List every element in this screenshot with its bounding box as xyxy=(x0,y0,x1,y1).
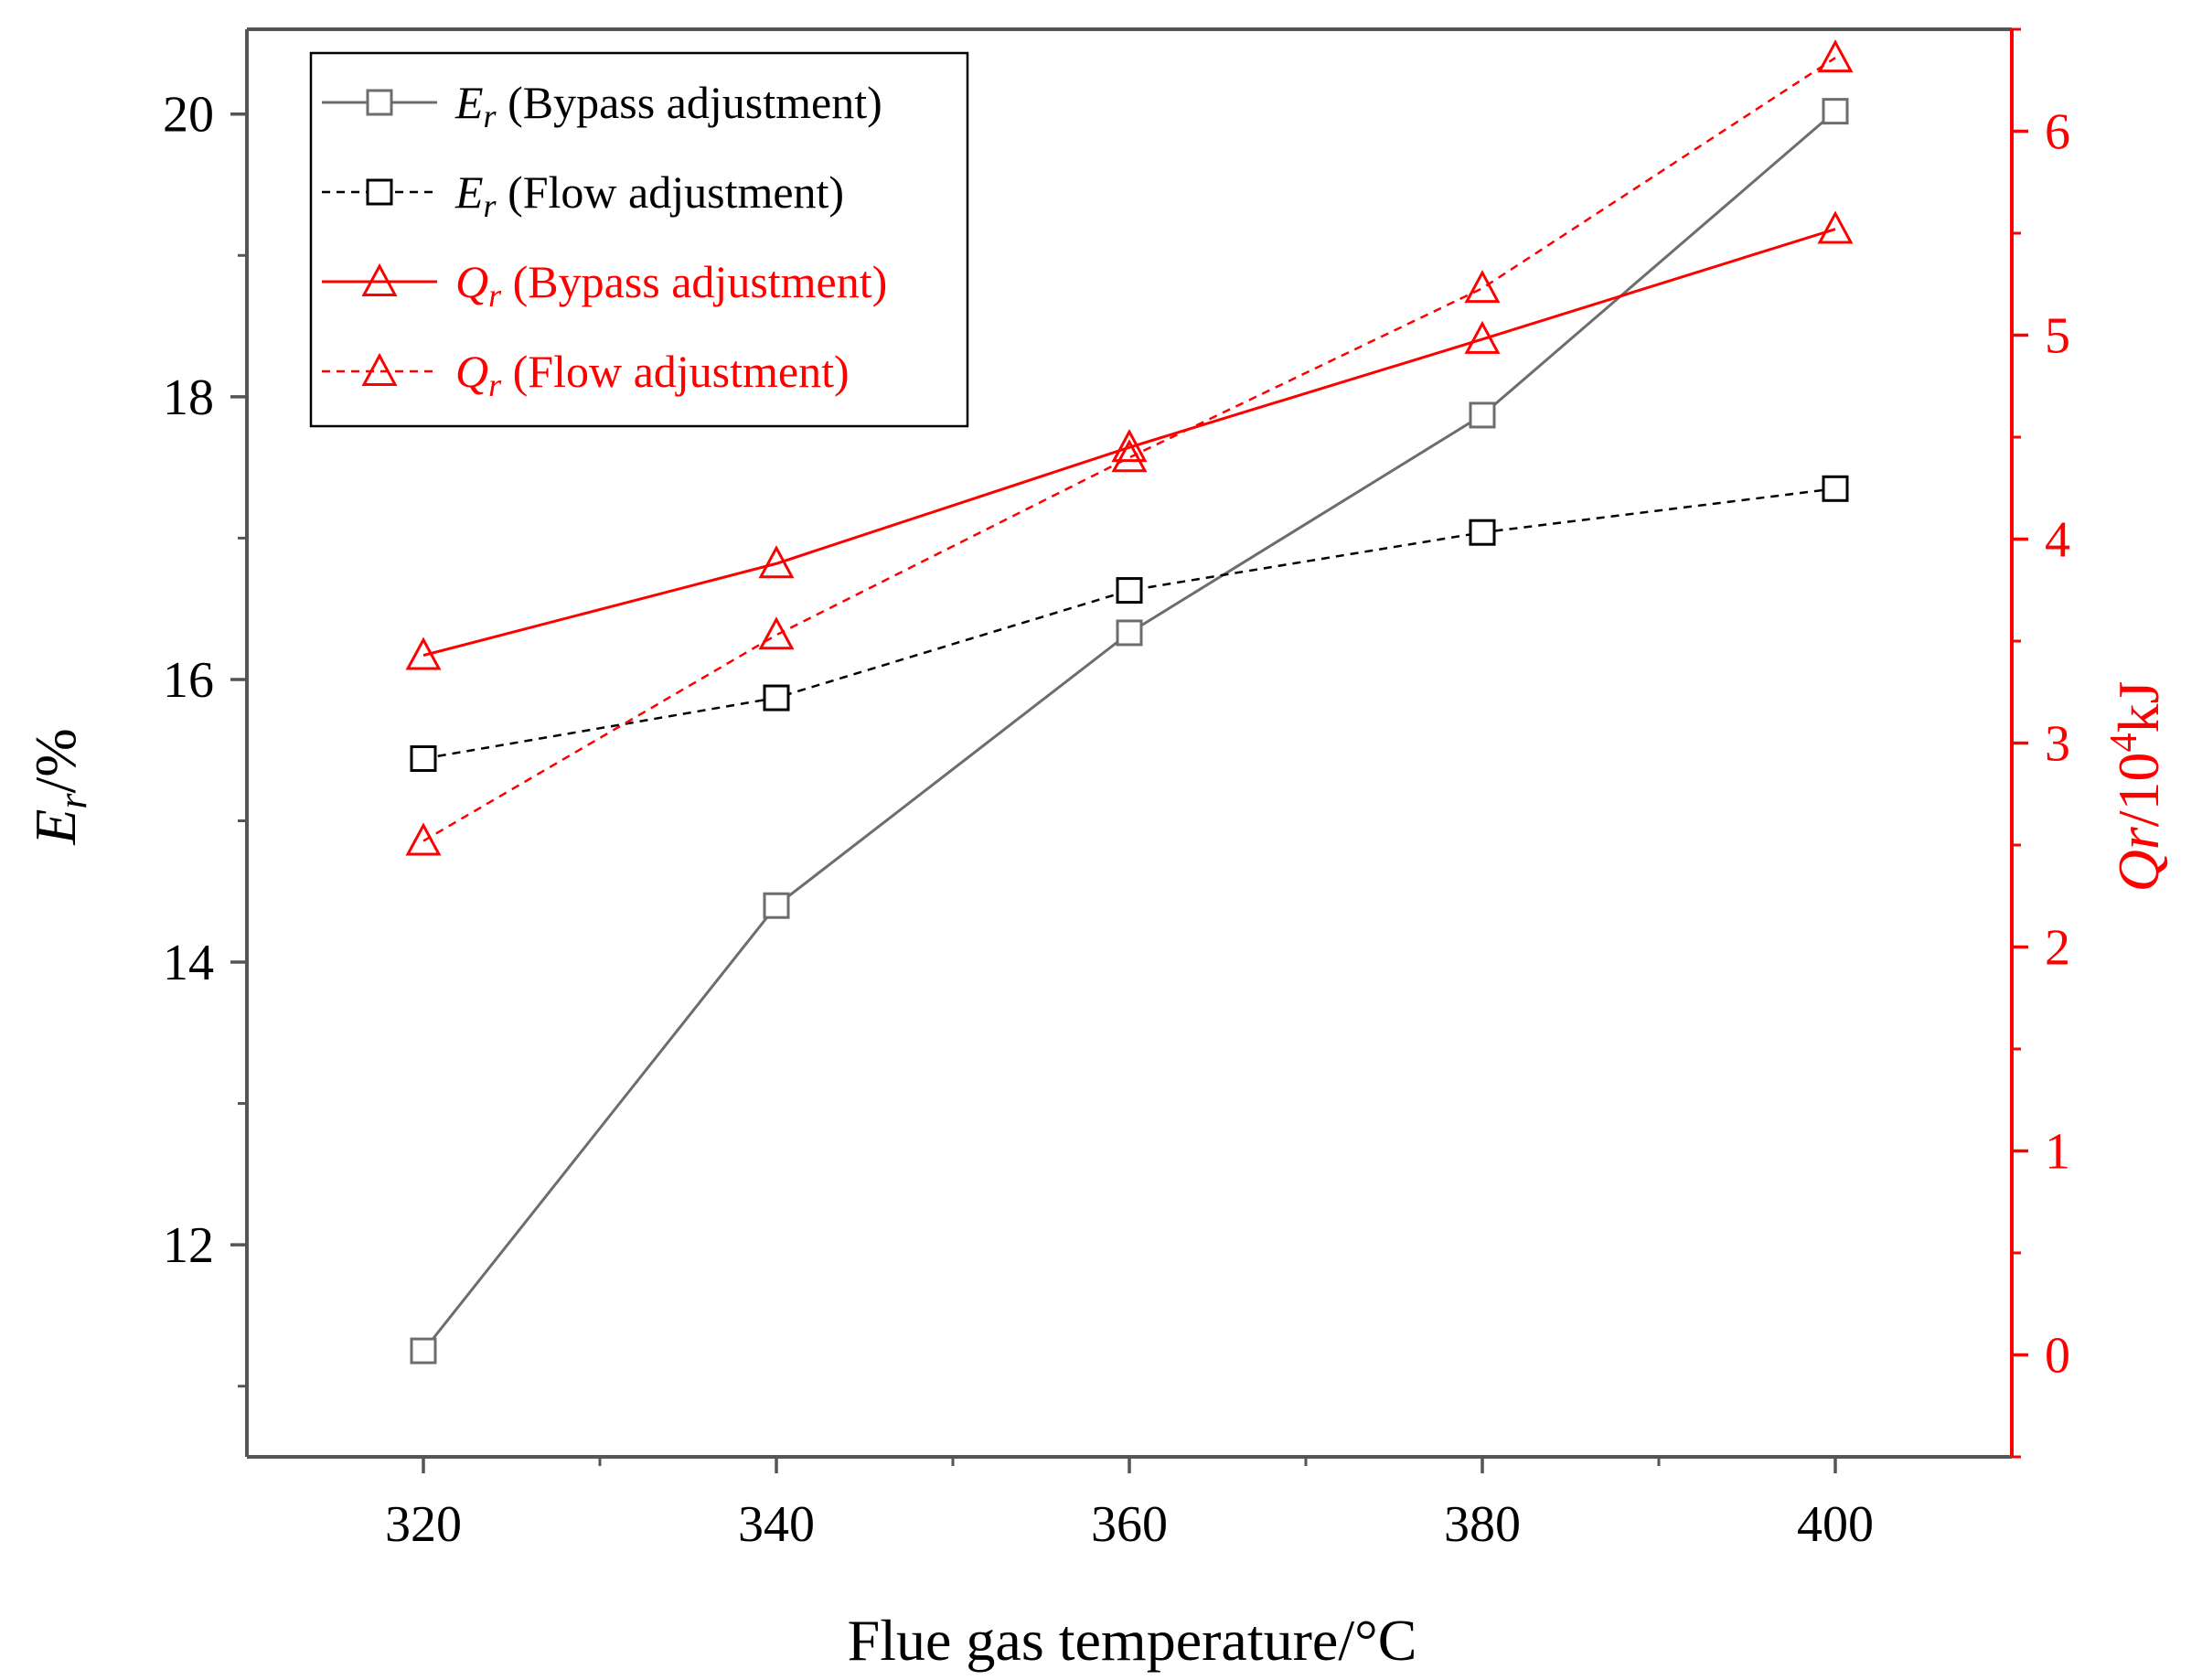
legend-name: (Bypass adjustment) xyxy=(497,77,882,128)
legend-subscript: r xyxy=(484,187,497,224)
left-y-axis-title: Er/% xyxy=(23,728,95,845)
data-point xyxy=(1817,210,1854,244)
data-point xyxy=(763,892,790,919)
series-3 xyxy=(405,39,1854,856)
series-layer xyxy=(405,39,1854,1364)
left-tick-label: 18 xyxy=(163,369,214,426)
legend: Er (Bypass adjustment)Er (Flow adjustmen… xyxy=(309,51,969,428)
right-tick-label: 6 xyxy=(2045,104,2070,161)
data-point xyxy=(1469,401,1496,429)
legend-name: (Flow adjustment) xyxy=(497,166,845,218)
left-tick-label: 12 xyxy=(163,1217,214,1274)
x-axis-title: Flue gas temperature/°C xyxy=(848,1608,1417,1673)
series-line xyxy=(422,487,1836,760)
legend-subscript: r xyxy=(484,98,497,134)
left-y-axis-title-symbol: E xyxy=(23,809,88,846)
left-tick-label: 16 xyxy=(163,652,214,709)
legend-symbol: Q xyxy=(455,256,488,307)
x-tick-label: 380 xyxy=(1444,1496,1521,1553)
legend-label: Qr (Bypass adjustment) xyxy=(455,256,887,314)
legend-name: (Bypass adjustment) xyxy=(501,256,887,307)
data-point xyxy=(758,545,795,579)
x-tick-label: 360 xyxy=(1091,1496,1168,1553)
series-1 xyxy=(410,475,1849,773)
data-point xyxy=(405,637,442,670)
data-point xyxy=(1822,475,1849,502)
legend-label: Qr (Flow adjustment) xyxy=(455,346,850,403)
left-tick-label: 20 xyxy=(163,87,214,144)
data-point xyxy=(1817,39,1854,73)
data-point xyxy=(1116,577,1143,605)
legend-label: Er (Bypass adjustment) xyxy=(454,77,882,134)
legend-subscript: r xyxy=(488,277,502,314)
x-tick-label: 340 xyxy=(738,1496,815,1553)
legend-symbol: Q xyxy=(455,346,488,397)
x-axis: 320 340 360 380 400 xyxy=(247,1455,2012,1553)
left-tick-label: 14 xyxy=(163,935,214,991)
right-tick-label: 5 xyxy=(2045,308,2070,365)
series-line xyxy=(422,57,1836,842)
data-point xyxy=(1469,519,1496,546)
data-point xyxy=(1111,439,1148,473)
series-line xyxy=(422,228,1836,658)
right-y-axis-title: Qr/104kJ xyxy=(2103,681,2171,893)
right-y-axis-title-symbol: Qr xyxy=(2106,826,2171,892)
legend-box xyxy=(309,51,969,428)
legend-item: Qr (Flow adjustment) xyxy=(322,346,850,403)
legend-item: Er (Bypass adjustment) xyxy=(322,77,882,134)
series-2 xyxy=(405,210,1854,670)
x-tick-label: 320 xyxy=(385,1496,462,1553)
legend-marker xyxy=(361,262,398,296)
legend-subscript: r xyxy=(488,367,502,403)
right-y-axis-title-sup: 4 xyxy=(2103,733,2145,753)
right-tick-label: 1 xyxy=(2045,1124,2070,1181)
data-point xyxy=(1111,428,1148,463)
data-point xyxy=(1464,270,1501,304)
data-point xyxy=(758,616,795,650)
x-tick-label: 400 xyxy=(1797,1496,1874,1553)
data-point xyxy=(410,745,437,773)
right-y-axis-title-rest: /10 xyxy=(2106,753,2171,828)
data-point xyxy=(1822,98,1849,125)
data-point xyxy=(410,1337,437,1364)
legend-symbol: E xyxy=(454,166,484,218)
data-point xyxy=(1116,619,1143,647)
left-y-axis: 12 14 16 18 20 xyxy=(163,29,249,1457)
legend-marker xyxy=(366,178,393,206)
right-tick-label: 2 xyxy=(2045,920,2070,977)
data-point xyxy=(763,684,790,712)
left-y-axis-title-sub: r xyxy=(50,793,95,809)
legend-label: Er (Flow adjustment) xyxy=(454,166,844,224)
right-y-axis: 0 1 2 3 4 5 6 xyxy=(2010,27,2070,1459)
legend-item: Er (Flow adjustment) xyxy=(322,166,844,224)
right-tick-label: 3 xyxy=(2045,716,2070,773)
legend-item: Qr (Bypass adjustment) xyxy=(322,256,887,314)
right-tick-label: 0 xyxy=(2045,1328,2070,1385)
legend-name: (Flow adjustment) xyxy=(501,346,850,397)
legend-marker xyxy=(366,89,393,116)
data-point xyxy=(405,822,442,856)
data-point xyxy=(1464,320,1501,354)
series-0 xyxy=(410,98,1849,1364)
legend-symbol: E xyxy=(454,77,484,128)
legend-marker xyxy=(361,352,398,386)
right-tick-label: 4 xyxy=(2045,512,2070,569)
right-y-axis-title-unit: kJ xyxy=(2106,681,2171,733)
left-y-axis-title-unit: /% xyxy=(23,728,88,793)
